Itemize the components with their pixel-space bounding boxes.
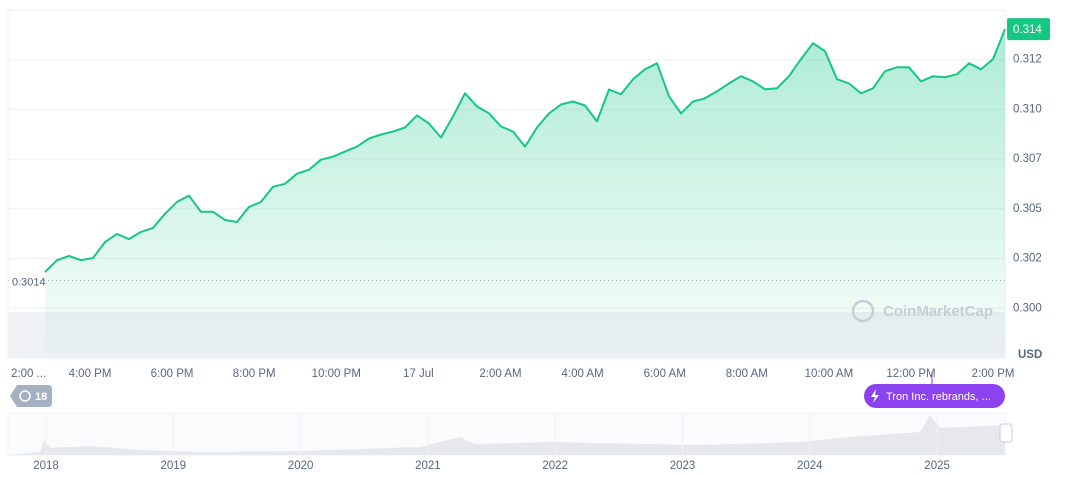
plot <box>8 28 1006 358</box>
price-line <box>44 28 1006 273</box>
navigator-year: 2020 <box>288 460 314 472</box>
y-tick-label: 0.312 <box>1013 54 1042 66</box>
x-tick-label: 2:00 PM <box>972 368 1015 380</box>
current-price-tag: 0.314 <box>1007 18 1050 41</box>
event-text: Tron Inc. rebrands, ... <box>886 391 991 403</box>
x-tick-label: 12:00 PM <box>886 368 935 380</box>
navigator[interactable] <box>7 412 1013 456</box>
navigator-year: 2019 <box>161 460 187 472</box>
watermark-logo <box>851 299 875 323</box>
x-tick-label: 4:00 AM <box>561 368 603 380</box>
reference-label: 0.3014 <box>12 276 46 288</box>
y-tick-label: 0.305 <box>1013 203 1042 215</box>
event[interactable]: Tron Inc. rebrands, ... <box>864 384 1005 408</box>
x-tick-label: 17 Jul <box>403 368 434 380</box>
x-tick-label: 10:00 PM <box>312 368 361 380</box>
current-price-label: 0.314 <box>1013 24 1042 36</box>
x-tick-label: 6:00 AM <box>644 368 686 380</box>
badge-icon <box>19 390 31 402</box>
y-tick-label: 0.307 <box>1013 153 1042 165</box>
x-tick-label: 4:00 PM <box>69 368 112 380</box>
event-pill[interactable] <box>864 384 1005 408</box>
event-icon <box>871 389 879 403</box>
y-tick-label: 0.302 <box>1013 253 1042 265</box>
watermark: CoinMarketCap <box>851 299 993 323</box>
navigator-year: 2018 <box>33 460 59 472</box>
navigator-year: 2025 <box>924 460 950 472</box>
navigator-year: 2022 <box>542 460 568 472</box>
navigator-year: 2024 <box>797 460 823 472</box>
navigator-years: 2018 2019 2020 2021 2022 2023 2024 2025 <box>33 413 950 472</box>
badge-text: 18 <box>35 391 47 403</box>
navigator-year: 2021 <box>415 460 441 472</box>
x-tick-label: 8:00 AM <box>726 368 768 380</box>
badge-shape[interactable] <box>10 385 52 407</box>
watermark-text: CoinMarketCap <box>883 303 993 320</box>
current-price-box <box>1007 18 1050 41</box>
x-tick-label: 2:00 AM <box>479 368 521 380</box>
navigator-area <box>8 415 1005 455</box>
x-tick-label: 10:00 AM <box>805 368 854 380</box>
x-tick-label: 2:00 ... <box>11 368 46 380</box>
area-fill <box>45 29 1005 358</box>
navigator-year: 2023 <box>670 460 696 472</box>
x-tick-label: 6:00 PM <box>151 368 194 380</box>
y-tick-label: 0.300 <box>1013 302 1042 314</box>
badge[interactable]: 18 <box>10 385 52 407</box>
y-axis-label: USD <box>1018 349 1042 361</box>
navigator-handle[interactable] <box>999 423 1013 443</box>
x-tick-label: 8:00 PM <box>233 368 276 380</box>
y-tick-label: 0.310 <box>1013 103 1042 115</box>
